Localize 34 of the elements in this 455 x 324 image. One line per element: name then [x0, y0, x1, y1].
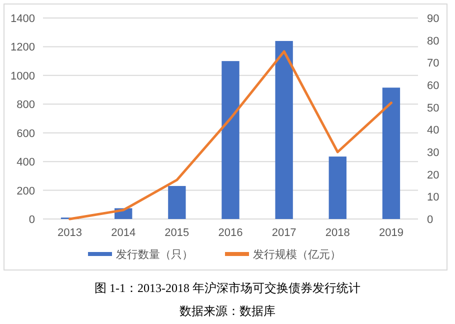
y-tick-label: 1200 [10, 42, 35, 54]
x-tick-label: 2017 [272, 227, 296, 239]
y2-tick-label: 20 [427, 169, 440, 182]
y-tick-label: 600 [16, 128, 35, 140]
x-tick-label: 2015 [164, 227, 190, 239]
y-tick-label: 400 [16, 156, 35, 169]
y-tick-label: 0 [28, 214, 35, 226]
x-tick-label: 2019 [378, 227, 404, 239]
y2-tick-label: 70 [427, 58, 440, 70]
x-tick-label: 2013 [58, 227, 82, 239]
x-tick-label: 2014 [111, 227, 136, 239]
legend-label: 发行数量（只） [116, 249, 193, 261]
y2-tick-label: 80 [427, 35, 440, 48]
y-tick-label: 1000 [10, 70, 35, 82]
bar [168, 186, 186, 219]
source-note: 数据来源：数据库 [180, 304, 276, 318]
caption: 图 1-1：2013-2018 年沪深市场可交换债券发行统计 [94, 281, 360, 295]
y-tick-label: 1400 [10, 13, 35, 25]
y2-tick-label: 10 [427, 192, 440, 204]
y2-tick-label: 50 [427, 102, 440, 114]
bar [328, 156, 346, 219]
y2-tick-label: 30 [427, 147, 440, 159]
y2-tick-label: 0 [427, 214, 434, 226]
x-tick-label: 2016 [218, 227, 243, 239]
legend-label: 发行规模（亿元） [253, 249, 341, 261]
bar [275, 40, 293, 219]
y2-tick-label: 90 [427, 13, 440, 25]
y2-tick-label: 60 [427, 80, 440, 92]
x-tick-label: 2018 [325, 227, 350, 239]
bar [382, 88, 400, 219]
y2-tick-label: 40 [427, 124, 440, 137]
y-tick-label: 800 [16, 99, 35, 112]
y-tick-label: 200 [16, 185, 35, 198]
bar [222, 61, 240, 219]
